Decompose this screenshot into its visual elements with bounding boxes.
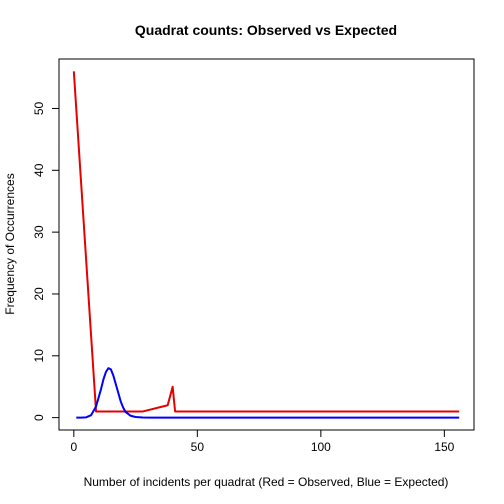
y-tick-label: 10	[32, 349, 46, 363]
series-line-observed	[72, 71, 460, 413]
y-tick-label: 20	[32, 287, 46, 301]
y-tick-label: 50	[32, 101, 46, 115]
x-axis-label: Number of incidents per quadrat (Red = O…	[84, 475, 449, 489]
x-tick-label: 100	[311, 440, 331, 454]
y-axis: 0 10 20 30 40 50	[32, 101, 60, 421]
x-tick-label: 0	[70, 440, 77, 454]
x-axis: 0 50 100 150	[70, 429, 455, 454]
x-tick-label: 50	[191, 440, 205, 454]
series-line-expected	[76, 367, 460, 419]
chart-title: Quadrat counts: Observed vs Expected	[135, 22, 397, 38]
y-tick-label: 30	[32, 225, 46, 239]
series-layer	[72, 71, 460, 419]
y-axis-label: Frequency of Occurrences	[3, 173, 17, 314]
plot-frame	[58, 58, 475, 431]
y-tick-label: 40	[32, 163, 46, 177]
y-tick-label: 0	[32, 414, 46, 421]
x-tick-label: 150	[434, 440, 454, 454]
